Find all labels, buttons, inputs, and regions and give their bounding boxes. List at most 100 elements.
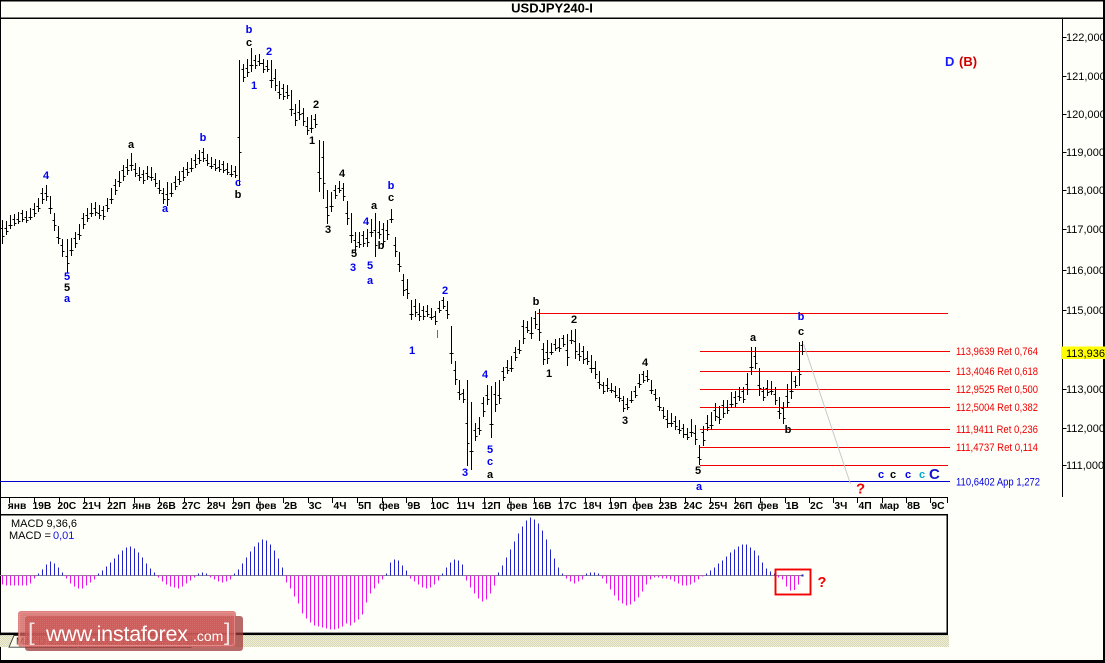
svg-text:3: 3	[325, 224, 331, 236]
svg-text:b: b	[200, 132, 207, 144]
svg-text:a: a	[696, 481, 703, 493]
svg-text:118,000: 118,000	[1066, 185, 1105, 197]
svg-text:b: b	[246, 24, 253, 36]
svg-text:3: 3	[622, 415, 628, 427]
svg-text:1: 1	[309, 135, 315, 147]
svg-text:USDJPY240-I: USDJPY240-I	[511, 1, 593, 16]
svg-text:5: 5	[487, 444, 493, 456]
svg-text:c: c	[919, 469, 925, 481]
svg-text:26В: 26В	[157, 501, 176, 512]
svg-text:c: c	[878, 469, 884, 481]
svg-text:фев: фев	[758, 500, 779, 512]
svg-text:111,9411 Ret 0,236: 111,9411 Ret 0,236	[956, 424, 1038, 436]
svg-text:a: a	[487, 469, 494, 481]
svg-text:110,6402 App 1,272: 110,6402 App 1,272	[956, 477, 1040, 489]
svg-text:b: b	[785, 424, 792, 436]
svg-text:5П: 5П	[358, 501, 371, 512]
svg-text:MACD =: MACD =	[9, 530, 51, 542]
svg-text:a: a	[367, 275, 374, 287]
svg-text:5: 5	[64, 282, 70, 294]
svg-text:мар: мар	[880, 501, 900, 512]
svg-text:4: 4	[363, 216, 370, 228]
svg-text:c: c	[487, 456, 493, 468]
svg-text:23В: 23В	[658, 501, 677, 512]
svg-text:2: 2	[571, 314, 577, 326]
svg-text:a: a	[371, 200, 378, 212]
svg-text:фев: фев	[507, 500, 528, 512]
svg-text:2С: 2С	[810, 501, 824, 512]
svg-text:фев: фев	[256, 500, 277, 512]
svg-text:1: 1	[251, 80, 257, 92]
svg-text:D: D	[945, 54, 954, 69]
svg-text:119,000: 119,000	[1066, 147, 1105, 159]
svg-text:19П: 19П	[608, 501, 627, 512]
svg-text:2: 2	[442, 285, 448, 297]
svg-text:16В: 16В	[533, 501, 552, 512]
svg-text:115,000: 115,000	[1066, 305, 1105, 317]
svg-text:18Ч: 18Ч	[583, 501, 602, 512]
svg-text:12П: 12П	[482, 501, 501, 512]
svg-text:a: a	[64, 293, 71, 305]
svg-text:b: b	[235, 189, 242, 201]
svg-text:20С: 20С	[57, 501, 76, 512]
svg-text:MACD 9,36,6: MACD 9,36,6	[11, 518, 77, 530]
svg-text:3: 3	[462, 467, 468, 479]
svg-text:b: b	[378, 240, 385, 252]
svg-text:C: C	[929, 466, 940, 483]
svg-text:3: 3	[350, 262, 356, 274]
svg-text:b: b	[388, 180, 395, 192]
svg-text:a: a	[750, 332, 757, 344]
svg-text:4П: 4П	[859, 501, 872, 512]
svg-text:25Ч: 25Ч	[709, 501, 728, 512]
svg-text:b: b	[533, 296, 540, 308]
svg-text:?: ?	[856, 481, 865, 498]
svg-text:121,000: 121,000	[1066, 71, 1105, 83]
svg-text:113,4046 Ret 0,618: 113,4046 Ret 0,618	[956, 366, 1038, 378]
svg-text:янв: янв	[8, 501, 27, 512]
svg-text:5: 5	[351, 248, 357, 260]
svg-text:.com: .com	[193, 628, 223, 644]
svg-text:117,000: 117,000	[1066, 224, 1105, 236]
svg-text:янв: янв	[132, 501, 151, 512]
svg-text:5: 5	[64, 271, 70, 283]
svg-text:4: 4	[482, 369, 489, 381]
svg-text:9В: 9В	[407, 501, 420, 512]
svg-text:9С: 9С	[931, 501, 945, 512]
svg-text:c: c	[246, 37, 252, 49]
svg-text:фев: фев	[632, 500, 653, 512]
svg-text:26П: 26П	[734, 501, 753, 512]
svg-text:22П: 22П	[107, 501, 126, 512]
svg-text:0,01: 0,01	[53, 530, 74, 542]
svg-text:19В: 19В	[32, 501, 51, 512]
svg-text:c: c	[235, 177, 241, 189]
svg-text:?: ?	[818, 575, 827, 591]
svg-text:28Ч: 28Ч	[207, 501, 226, 512]
svg-text:120,000: 120,000	[1066, 109, 1105, 121]
svg-text:1: 1	[546, 368, 552, 380]
svg-text:122,000: 122,000	[1066, 32, 1105, 44]
svg-text:17С: 17С	[558, 501, 577, 512]
svg-text:2: 2	[313, 99, 319, 111]
svg-text:27С: 27С	[182, 501, 201, 512]
svg-text:c: c	[798, 326, 804, 338]
svg-text:116,000: 116,000	[1066, 265, 1105, 277]
svg-text:c: c	[388, 192, 394, 204]
svg-text:3С: 3С	[309, 501, 323, 512]
svg-text:111,000: 111,000	[1066, 460, 1104, 472]
svg-text:b: b	[798, 311, 805, 323]
svg-text:112,000: 112,000	[1066, 423, 1105, 435]
svg-text:112,5004 Ret 0,382: 112,5004 Ret 0,382	[956, 402, 1038, 414]
svg-text:4Ч: 4Ч	[334, 501, 347, 512]
svg-text:113,936: 113,936	[1066, 348, 1105, 360]
svg-text:фев: фев	[379, 500, 400, 512]
svg-text:3Ч: 3Ч	[834, 501, 847, 512]
svg-text:(B): (B)	[959, 54, 977, 69]
svg-text:]: ]	[224, 619, 231, 646]
svg-text:www.instaforex: www.instaforex	[45, 622, 188, 646]
svg-text:4: 4	[642, 357, 649, 369]
svg-text:8В: 8В	[907, 501, 920, 512]
svg-text:113,000: 113,000	[1066, 384, 1105, 396]
svg-text:24С: 24С	[684, 501, 703, 512]
svg-text:4: 4	[339, 168, 346, 180]
svg-text:5: 5	[695, 465, 701, 477]
